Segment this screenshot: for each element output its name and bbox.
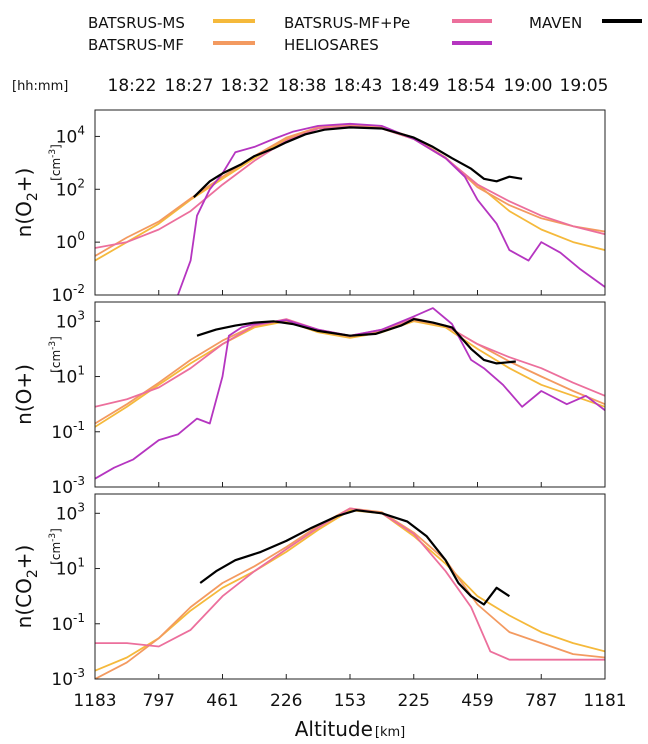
y-tick-label: 104: [56, 123, 85, 147]
series-maven: [193, 126, 523, 198]
series-batsrus-mf-pe: [95, 317, 605, 408]
series-batsrus-mf-pe: [95, 125, 605, 249]
panel-2: 10-3 10-1 101 103 n(O+) [cm-3]: [12, 301, 606, 498]
y-axis-unit: [cm-3]: [48, 528, 63, 565]
y-axis-unit: [cm-3]: [48, 144, 63, 181]
y-tick-label: 10-3: [51, 666, 85, 690]
x-tick-label: 787: [525, 691, 557, 711]
time-tick-label: 19:05: [560, 76, 609, 96]
time-tick-label: 18:54: [447, 76, 496, 96]
y-tick-label: 102: [56, 176, 85, 200]
y-tick-label: 10-1: [51, 611, 85, 635]
legend-label-batsrus-ms: BATSRUS-MS: [88, 14, 185, 32]
time-tick-label: 19:00: [504, 76, 553, 96]
legend: BATSRUS-MS BATSRUS-MF BATSRUS-MF+Pe HELIOSA…: [88, 14, 642, 54]
y-axis-label: n(O+): [12, 364, 36, 425]
x-tick-label: 461: [206, 691, 238, 711]
x-axis: 1183 797 461 226 153 225 459 787 1181 Altitude [km…: [73, 691, 626, 741]
time-tick-label: 18:38: [278, 76, 327, 96]
x-tick-label: 153: [334, 691, 366, 711]
panel-3: 10-3 10-1 101 103 n(CO2+) [cm-3]: [12, 493, 606, 690]
series-maven: [199, 509, 511, 606]
series-batsrus-ms: [95, 509, 605, 672]
panel-frame: [94, 109, 606, 296]
y-tick-label: 10-1: [51, 419, 85, 443]
series-heliosares: [95, 307, 605, 480]
time-tick-label: 18:32: [221, 76, 270, 96]
y-axis-label: n(O2+): [12, 168, 41, 238]
x-tick-label: 459: [461, 691, 493, 711]
series-batsrus-mf-pe: [95, 507, 605, 661]
series-maven: [196, 318, 516, 365]
legend-label-batsrus-mf: BATSRUS-MF: [88, 36, 184, 54]
series-heliosares: [177, 122, 605, 295]
legend-label-heliosares: HELIOSARES: [284, 36, 379, 54]
panel-frame: [94, 301, 606, 488]
series-batsrus-ms: [95, 320, 605, 428]
series-batsrus-mf: [95, 124, 605, 257]
legend-label-maven: MAVEN: [529, 14, 582, 32]
x-tick-label: 225: [398, 691, 430, 711]
y-axis-unit: [cm-3]: [48, 336, 63, 373]
panel-frame: [94, 493, 606, 680]
x-tick-label: 226: [270, 691, 302, 711]
time-axis-label: [hh:mm]: [12, 79, 68, 94]
y-tick-label: 101: [56, 556, 85, 580]
time-tick-label: 18:22: [108, 76, 157, 96]
time-axis: [hh:mm] 18:22 18:27 18:32 18:38 18:43 18:49 18:…: [12, 76, 609, 96]
y-axis-label: n(CO2+): [12, 545, 41, 629]
time-tick-label: 18:49: [391, 76, 440, 96]
y-tick-label: 103: [56, 308, 85, 332]
y-tick-label: 10-3: [51, 474, 85, 498]
y-tick-label: 103: [56, 500, 85, 524]
panel-1: 10-2 100 102 104 n(O2+) [cm-3]: [12, 109, 606, 306]
series-batsrus-mf: [95, 507, 605, 679]
x-tick-label: 797: [143, 691, 175, 711]
y-tick-label: 10-2: [51, 282, 85, 306]
time-tick-label: 18:27: [165, 76, 214, 96]
x-tick-label: 1183: [73, 691, 116, 711]
x-tick-label: 1181: [583, 691, 626, 711]
time-tick-label: 18:43: [334, 76, 383, 96]
legend-label-batsrus-mf-pe: BATSRUS-MF+Pe: [284, 14, 410, 32]
y-tick-label: 101: [56, 364, 85, 388]
series-batsrus-ms: [95, 125, 605, 262]
x-axis-title: Altitude [km]: [295, 717, 406, 741]
y-tick-label: 100: [56, 229, 85, 253]
